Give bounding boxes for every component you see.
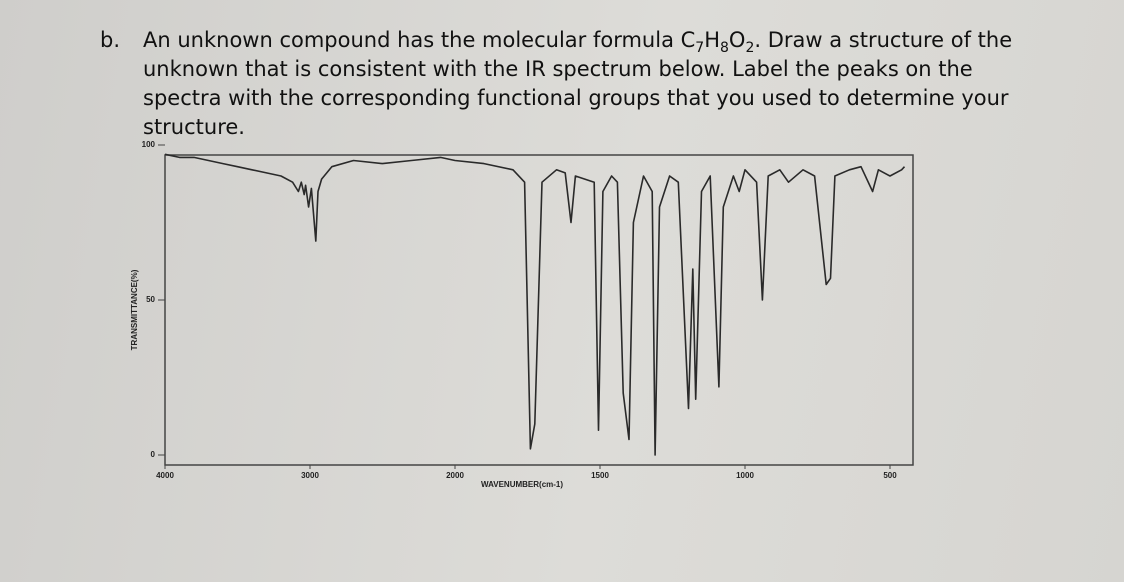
text-run: . Draw a structure of the unknown that i… — [143, 28, 1013, 139]
question-label: b. — [100, 28, 121, 52]
subscript: 8 — [720, 40, 729, 57]
y-tick-label: 100 — [142, 140, 156, 149]
x-tick-label: 4000 — [156, 471, 174, 480]
text-run: H — [704, 28, 720, 52]
x-tick-label: 1500 — [591, 471, 609, 480]
spectrum-line — [164, 153, 906, 456]
x-tick-label: 500 — [883, 471, 897, 480]
text-run: O — [728, 28, 746, 52]
x-tick-label: 3000 — [301, 471, 319, 480]
subscript: 7 — [695, 40, 705, 57]
plot-frame — [164, 154, 914, 466]
y-tick-label: 0 — [151, 450, 156, 459]
question-text: An unknown compound has the molecular fo… — [143, 26, 1043, 142]
subscript: 2 — [745, 40, 755, 57]
y-tick-label: 50 — [146, 295, 155, 304]
x-tick-label: 2000 — [446, 471, 464, 480]
x-tick-label: 1000 — [736, 471, 754, 480]
y-axis-label: TRANSMITTANCE(%) — [130, 269, 139, 350]
x-axis-label: WAVENUMBER(cm-1) — [481, 480, 563, 489]
text-run: An unknown compound has the molecular fo… — [143, 28, 696, 52]
